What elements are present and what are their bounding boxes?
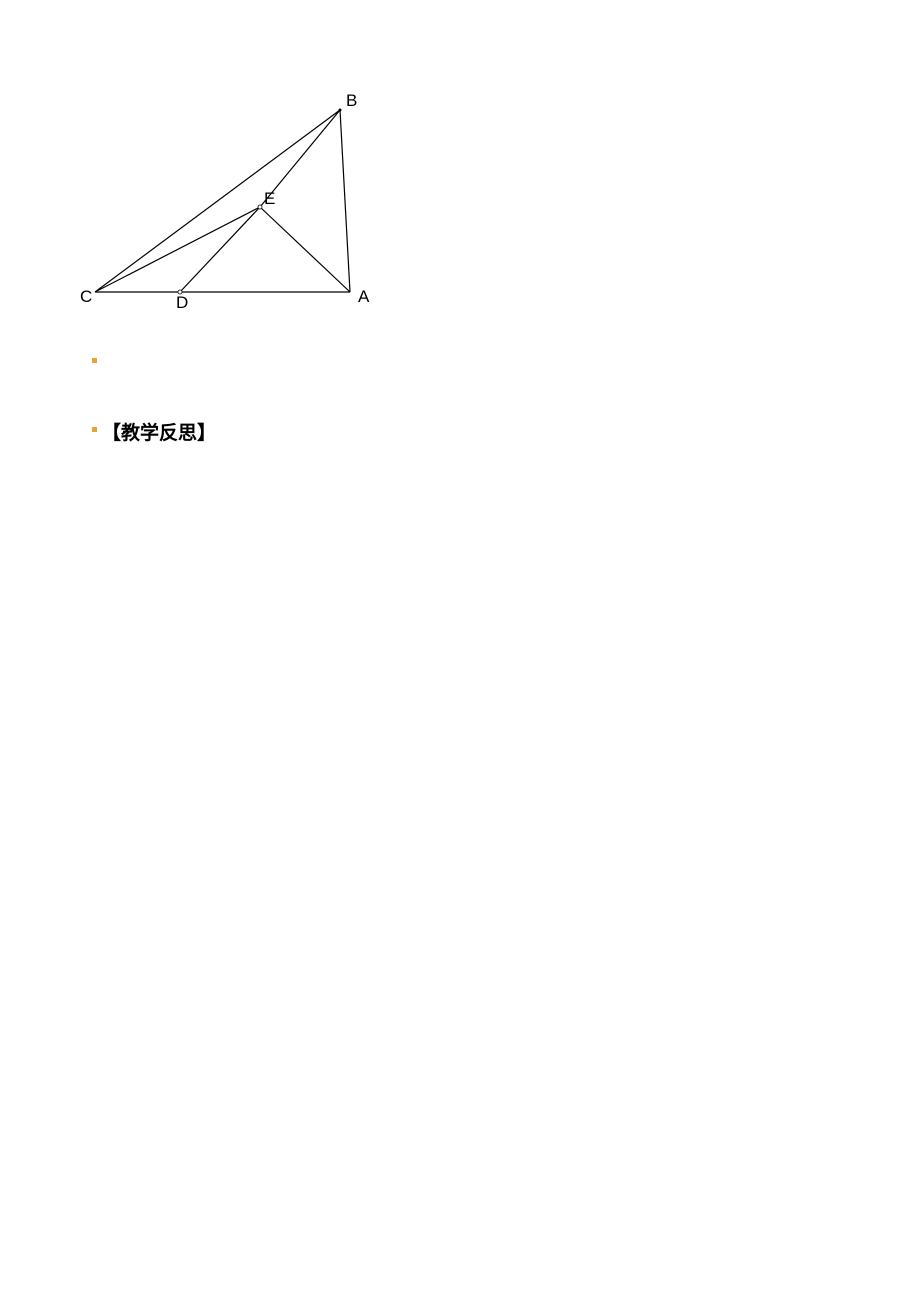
- accent-dot: [92, 358, 97, 363]
- accent-dot: [92, 427, 97, 432]
- label-c: C: [80, 287, 92, 306]
- triangle-figure-svg: B A C D E: [80, 80, 420, 350]
- vertex-marker-e: [258, 205, 262, 209]
- label-a: A: [358, 287, 370, 306]
- edge-c-e: [95, 207, 260, 292]
- edge-c-b: [95, 110, 340, 292]
- section-heading: 【教学反思】: [102, 418, 216, 445]
- edge-b-a: [340, 110, 350, 292]
- vertex-marker-b: [339, 109, 342, 112]
- geometry-diagram: B A C D E: [80, 80, 420, 350]
- label-d: D: [176, 293, 188, 312]
- label-b: B: [346, 91, 357, 110]
- edge-e-a: [260, 207, 350, 292]
- label-e: E: [264, 189, 275, 208]
